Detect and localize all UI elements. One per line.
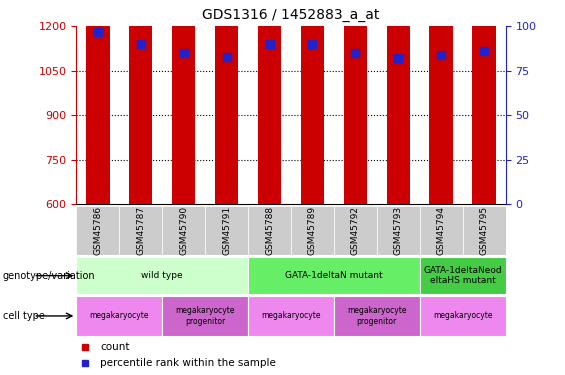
Bar	[472, 0, 496, 204]
Bar	[420, 257, 506, 294]
Bar	[258, 0, 281, 204]
Bar	[301, 0, 324, 204]
Bar	[172, 0, 195, 204]
Text: genotype/variation: genotype/variation	[3, 271, 95, 280]
Point	[394, 56, 403, 62]
Text: percentile rank within the sample: percentile rank within the sample	[100, 358, 276, 368]
Bar	[162, 206, 205, 255]
Bar	[86, 0, 110, 204]
Bar	[162, 296, 248, 336]
Text: GSM45794: GSM45794	[437, 206, 446, 255]
Text: GSM45786: GSM45786	[93, 206, 102, 255]
Bar	[334, 296, 420, 336]
Bar	[76, 206, 119, 255]
Point	[351, 50, 360, 56]
Bar	[334, 206, 377, 255]
Text: GSM45787: GSM45787	[136, 206, 145, 255]
Point	[136, 41, 145, 47]
Bar	[76, 296, 162, 336]
Bar	[420, 296, 506, 336]
Text: megakaryocyte
progenitor: megakaryocyte progenitor	[175, 306, 235, 326]
Bar	[129, 0, 153, 204]
Text: cell type: cell type	[3, 311, 45, 321]
Point	[179, 50, 188, 56]
Text: wild type: wild type	[141, 271, 183, 280]
Bar	[386, 14, 410, 204]
Text: megakaryocyte: megakaryocyte	[89, 311, 149, 320]
Bar	[119, 206, 162, 255]
Text: count: count	[100, 342, 129, 352]
Bar	[377, 206, 420, 255]
Point	[222, 54, 231, 60]
Text: megakaryocyte
progenitor: megakaryocyte progenitor	[347, 306, 407, 326]
Point	[93, 28, 102, 34]
Text: megakaryocyte: megakaryocyte	[261, 311, 321, 320]
Text: GSM45795: GSM45795	[480, 206, 489, 255]
Bar	[344, 0, 367, 204]
Bar	[291, 206, 334, 255]
Bar	[248, 206, 291, 255]
Bar	[248, 296, 334, 336]
Bar	[420, 206, 463, 255]
Bar	[205, 206, 248, 255]
Text: GSM45789: GSM45789	[308, 206, 317, 255]
Text: GSM45793: GSM45793	[394, 206, 403, 255]
Point	[437, 52, 446, 58]
Text: GATA-1deltaNeod
eltaHS mutant: GATA-1deltaNeod eltaHS mutant	[423, 266, 502, 285]
Text: GSM45792: GSM45792	[351, 206, 360, 255]
Point	[308, 41, 317, 47]
Bar	[429, 23, 453, 204]
Title: GDS1316 / 1452883_a_at: GDS1316 / 1452883_a_at	[202, 9, 380, 22]
Text: GSM45788: GSM45788	[265, 206, 274, 255]
Bar	[76, 257, 248, 294]
Bar	[463, 206, 506, 255]
Text: megakaryocyte: megakaryocyte	[433, 311, 493, 320]
Text: GATA-1deltaN mutant: GATA-1deltaN mutant	[285, 271, 383, 280]
Text: GSM45791: GSM45791	[222, 206, 231, 255]
Point	[480, 48, 489, 54]
Point	[265, 41, 274, 47]
Text: GSM45790: GSM45790	[179, 206, 188, 255]
Bar	[215, 0, 238, 204]
Bar	[248, 257, 420, 294]
